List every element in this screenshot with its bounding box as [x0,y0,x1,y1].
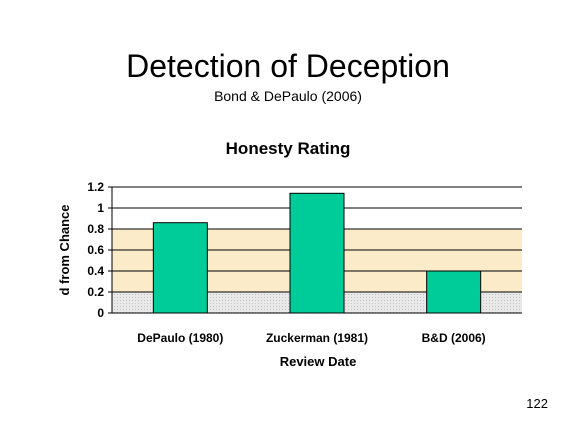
x-tick-label-2: B&D (2006) [422,331,486,345]
axes [108,186,522,314]
bar-chart: 0 0.2 0.4 0.6 0.8 1 1.2 DePaulo (1980) Zuckerma… [57,180,522,369]
bar-1 [289,192,345,314]
bars [152,192,482,314]
bar-2 [426,270,482,314]
chart-title: Honesty Rating [225,139,351,158]
y-tick-label-3: 0.6 [87,243,104,257]
bar-0 [152,222,208,314]
x-tick-label-0: DePaulo (1980) [137,331,223,345]
page-number: 122 [526,396,548,411]
x-tick-labels: DePaulo (1980) Zuckerman (1981) B&D (2006) [137,331,485,345]
x-tick-label-1: Zuckerman (1981) [266,331,368,345]
x-axis-label: Review Date [280,354,357,369]
y-tick-label-2: 0.4 [87,264,104,278]
slide-title: Detection of Deception [126,48,450,84]
y-tick-label-6: 1.2 [87,180,104,194]
y-tick-labels: 0 0.2 0.4 0.6 0.8 1 1.2 [87,180,104,320]
y-tick-label-1: 0.2 [87,285,104,299]
slide-subtitle: Bond & DePaulo (2006) [214,88,362,104]
y-tick-label-4: 0.8 [87,222,104,236]
y-tick-label-5: 1 [97,201,104,215]
y-tick-label-0: 0 [97,306,104,320]
y-axis-label: d from Chance [57,204,72,295]
